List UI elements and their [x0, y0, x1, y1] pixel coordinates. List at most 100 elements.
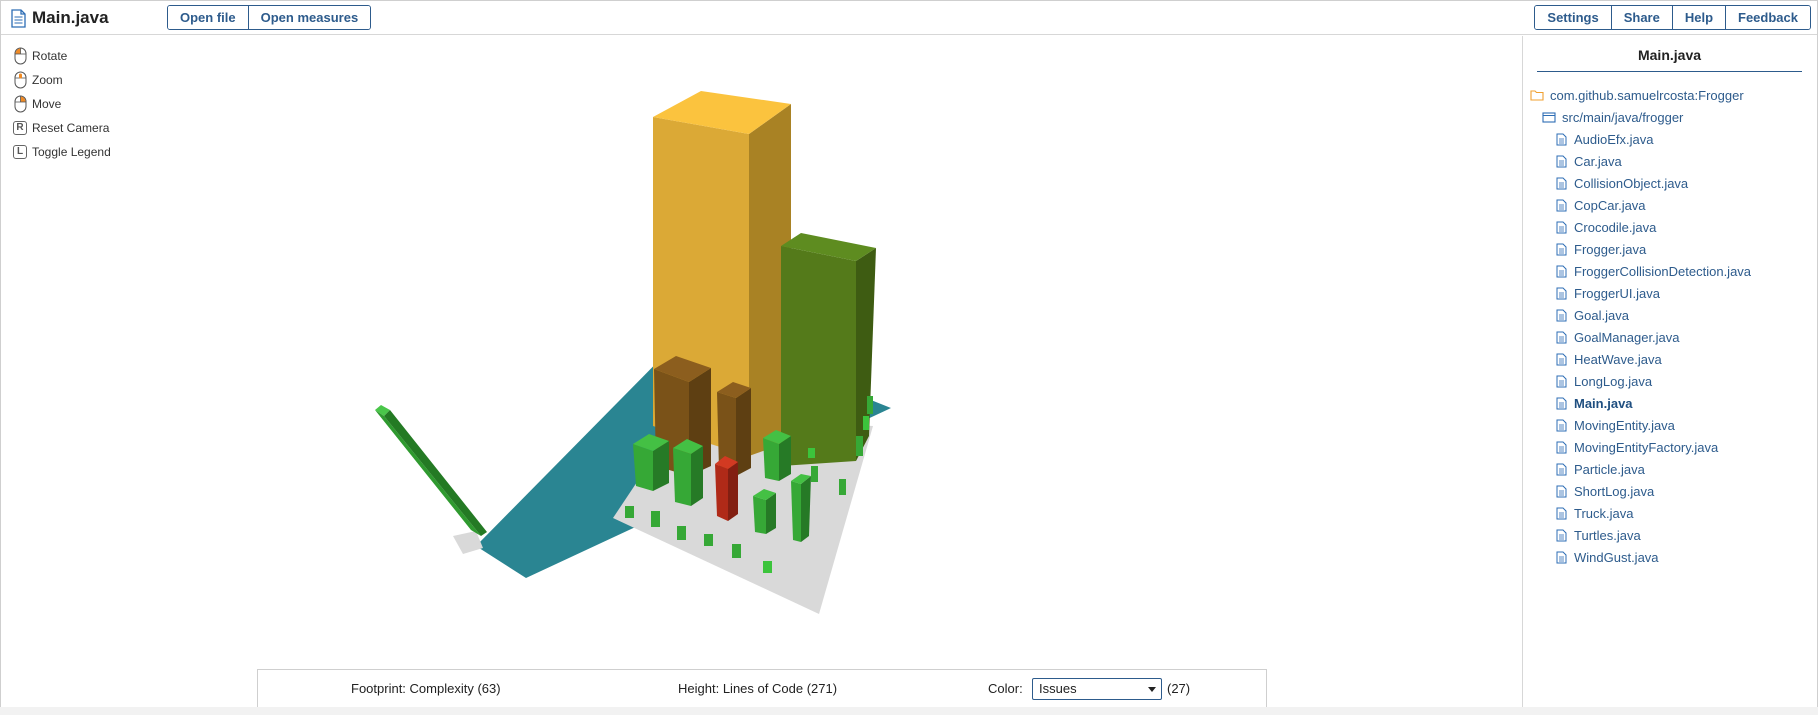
mouse-left-icon [13, 47, 27, 65]
code-city-scene[interactable] [1, 36, 1522, 636]
building-green-top [781, 233, 876, 261]
building-brown-2-top [717, 382, 751, 398]
tree-file-item[interactable]: Frogger.java [1530, 238, 1751, 260]
building-green-d-side [766, 493, 776, 534]
building-small-1 [625, 506, 634, 518]
file-icon [1554, 374, 1568, 388]
file-icon [1554, 418, 1568, 432]
tree-file-item[interactable]: MovingEntity.java [1530, 414, 1751, 436]
file-icon [1554, 242, 1568, 256]
tree-file-label: LongLog.java [1574, 373, 1653, 389]
building-brown-1-top [654, 356, 711, 382]
building-red-side [728, 462, 738, 521]
help-button[interactable]: Help [1672, 6, 1727, 29]
tree-file-item[interactable]: LongLog.java [1530, 370, 1751, 392]
building-green-a-front [633, 444, 653, 491]
tree-file-item[interactable]: MovingEntityFactory.java [1530, 436, 1751, 458]
tree-file-label: HeatWave.java [1574, 351, 1662, 367]
tree-file-item[interactable]: FroggerUI.java [1530, 282, 1751, 304]
control-rotate: Rotate [13, 44, 111, 68]
tree-file-label: ShortLog.java [1574, 483, 1655, 499]
building-green-e-side [801, 476, 811, 542]
tree-file-item[interactable]: AudioEfx.java [1530, 128, 1751, 150]
share-button[interactable]: Share [1611, 6, 1673, 29]
building-green-e-front [791, 481, 801, 542]
tree-file-label: AudioEfx.java [1574, 131, 1654, 147]
settings-button[interactable]: Settings [1535, 6, 1612, 29]
color-metric-select[interactable]: Issues [1032, 678, 1162, 700]
building-small-12 [867, 396, 873, 414]
building-yellow-top [653, 91, 791, 134]
key-r-icon: R [13, 119, 27, 137]
tree-file-item[interactable]: WindGust.java [1530, 546, 1751, 568]
building-red-front [715, 464, 728, 521]
city-canvas[interactable]: Rotate Zoom Move R Reset Camera L Togg [1, 36, 1522, 707]
building-small-3 [677, 526, 686, 540]
file-icon [1554, 550, 1568, 564]
control-reset-camera[interactable]: R Reset Camera [13, 116, 111, 140]
open-file-button[interactable]: Open file [168, 6, 249, 29]
file-icon [1554, 462, 1568, 476]
building-green-a-side [653, 441, 669, 491]
tree-file-item[interactable]: Car.java [1530, 150, 1751, 172]
tree-file-label: WindGust.java [1574, 549, 1659, 565]
file-button-group: Open file Open measures [167, 5, 372, 30]
file-icon [1554, 154, 1568, 168]
tree-file-item[interactable]: GoalManager.java [1530, 326, 1751, 348]
file-title: Main.java [11, 7, 109, 29]
height-metric: Height: Lines of Code (271) [678, 681, 838, 696]
tree-package[interactable]: src/main/java/frogger [1530, 106, 1751, 128]
file-icon [1554, 198, 1568, 212]
tree-project[interactable]: com.github.samuelrcosta:Frogger [1530, 84, 1751, 106]
color-label: Color: [988, 681, 1023, 696]
building-green-c-top [763, 430, 791, 444]
file-icon [1554, 176, 1568, 190]
feedback-button[interactable]: Feedback [1726, 6, 1810, 29]
control-legend-label: Toggle Legend [32, 145, 111, 159]
file-tree-panel: Main.java com.github.samuelrcosta:Frogge… [1522, 36, 1817, 707]
tree-file-item[interactable]: Goal.java [1530, 304, 1751, 326]
tree-file-item[interactable]: Main.java [1530, 392, 1751, 414]
tree-file-label: FroggerUI.java [1574, 285, 1660, 301]
building-green-c-front [763, 438, 779, 481]
file-icon [1554, 264, 1568, 278]
file-icon [1554, 330, 1568, 344]
building-small-2 [651, 511, 660, 527]
building-small-8 [808, 448, 815, 458]
building-brown-2-front [717, 392, 736, 476]
tree-file-item[interactable]: Truck.java [1530, 502, 1751, 524]
building-small-9 [839, 479, 846, 495]
control-reset-label: Reset Camera [32, 121, 110, 135]
file-icon [1554, 484, 1568, 498]
building-green-e-top [791, 474, 811, 484]
tree-file-item[interactable]: CollisionObject.java [1530, 172, 1751, 194]
tree-file-item[interactable]: Crocodile.java [1530, 216, 1751, 238]
control-rotate-label: Rotate [32, 49, 68, 63]
app-button-group: Settings Share Help Feedback [1534, 5, 1811, 30]
building-green-b-top [673, 439, 703, 454]
building-green-side [856, 248, 876, 461]
tree-file-label: Goal.java [1574, 307, 1629, 323]
building-long-bar-top [375, 405, 390, 416]
open-measures-button[interactable]: Open measures [248, 6, 371, 29]
tree-file-label: Car.java [1574, 153, 1622, 169]
tree-file-label: Turtles.java [1574, 527, 1641, 543]
mouse-right-icon [13, 95, 27, 113]
control-move: Move [13, 92, 111, 116]
tree-file-item[interactable]: FroggerCollisionDetection.java [1530, 260, 1751, 282]
tree-file-item[interactable]: ShortLog.java [1530, 480, 1751, 502]
tree-file-label: CollisionObject.java [1574, 175, 1689, 191]
file-icon [1554, 308, 1568, 322]
building-red-top [715, 456, 738, 469]
building-green-d-front [753, 496, 766, 534]
file-title-text: Main.java [32, 8, 109, 27]
tree-file-item[interactable]: Turtles.java [1530, 524, 1751, 546]
tree-file-label: Frogger.java [1574, 241, 1647, 257]
building-small-4 [704, 534, 713, 546]
control-toggle-legend[interactable]: L Toggle Legend [13, 140, 111, 164]
building-long-bar-side [375, 410, 481, 536]
tree-file-item[interactable]: CopCar.java [1530, 194, 1751, 216]
file-tree: com.github.samuelrcosta:Frogger src/main… [1530, 84, 1751, 568]
tree-file-item[interactable]: HeatWave.java [1530, 348, 1751, 370]
tree-file-item[interactable]: Particle.java [1530, 458, 1751, 480]
